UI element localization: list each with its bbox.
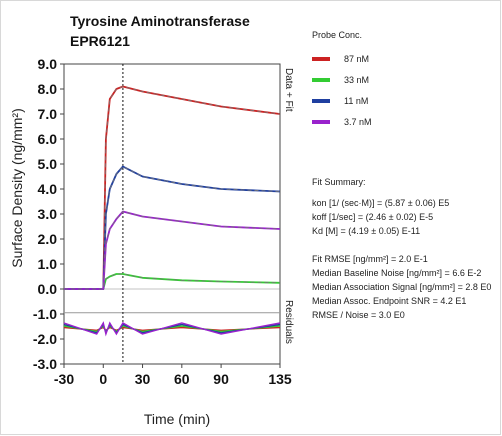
y-tick-label: 7.0 [38,106,58,122]
y-tick-label: 8.0 [38,81,58,97]
x-axis-ticks: -30 0 30 60 90 135 [54,364,292,387]
y-tick-label: 9.0 [38,56,58,72]
fit-summary-line: Median Association Signal [ng/mm²] = 2.8… [312,282,492,292]
y-tick-label: -3.0 [33,356,57,372]
y-tick-label: 5.0 [38,156,58,172]
x-tick-label: 60 [174,371,190,387]
y-tick-label: 2.0 [38,231,58,247]
y-axis-title: Surface Density (ng/mm²) [9,108,25,267]
panel-label-bottom: Residuals [283,300,294,344]
x-axis-title: Time (min) [144,411,210,427]
legend-swatch [312,120,330,124]
y-tick-label: 4.0 [38,181,58,197]
y-tick-label: -1.0 [33,306,57,322]
fit-summary-line: RMSE / Noise = 3.0 E0 [312,310,405,320]
fit-line-3 [64,211,281,290]
plot-area [63,63,281,365]
legend-swatch [312,78,330,82]
fit-summary-line: Median Baseline Noise [ng/mm²] = 6.6 E-2 [312,268,482,278]
fit-summary-line: koff [1/sec] = (2.46 ± 0.02) E-5 [312,212,434,222]
y-tick-label: 0.0 [38,281,58,297]
chart-title: Tyrosine Aminotransferase [70,13,250,29]
y-axis-ticks: 9.0 8.0 7.0 6.0 5.0 4.0 3.0 2.0 1.0 0.0 -1.0 -2.0 -3… [33,56,64,372]
panel-label-top: Data + Fit [283,68,294,112]
fit-summary-line: Fit RMSE [ng/mm²] = 2.0 E-1 [312,254,428,264]
chart-subtitle: EPR6121 [70,33,130,49]
legend-swatch [312,57,330,61]
sensorgram-chart: 9.0 8.0 7.0 6.0 5.0 4.0 3.0 2.0 1.0 0.0 -1.0 -2.0 -3… [9,56,294,427]
fit-summary-title: Fit Summary: [312,177,366,187]
x-tick-label: 90 [213,371,229,387]
x-tick-label: 135 [268,371,292,387]
legend-title: Probe Conc. [312,30,363,40]
legend-label: 11 nM [344,96,369,106]
legend-swatch [312,99,330,103]
legend-label: 87 nM [344,54,370,64]
fit-summary-line: Kd [M] = (4.19 ± 0.05) E-11 [312,226,421,236]
residual-line-3 [63,321,281,337]
fit-summary-line: Median Assoc. Endpoint SNR = 4.2 E1 [312,296,467,306]
y-tick-label: 3.0 [38,206,58,222]
fit-summary-line: kon [1/ (sec·M)] = (5.87 ± 0.06) E5 [312,198,450,208]
legend-label: 33 nM [344,75,370,85]
x-tick-label: -30 [54,371,74,387]
x-tick-label: 0 [99,371,107,387]
y-tick-label: -2.0 [33,331,57,347]
y-tick-label: 6.0 [38,131,58,147]
x-tick-label: 30 [135,371,151,387]
y-tick-label: 1.0 [38,256,58,272]
legend-label: 3.7 nM [344,117,372,127]
plot-frame [63,63,281,365]
